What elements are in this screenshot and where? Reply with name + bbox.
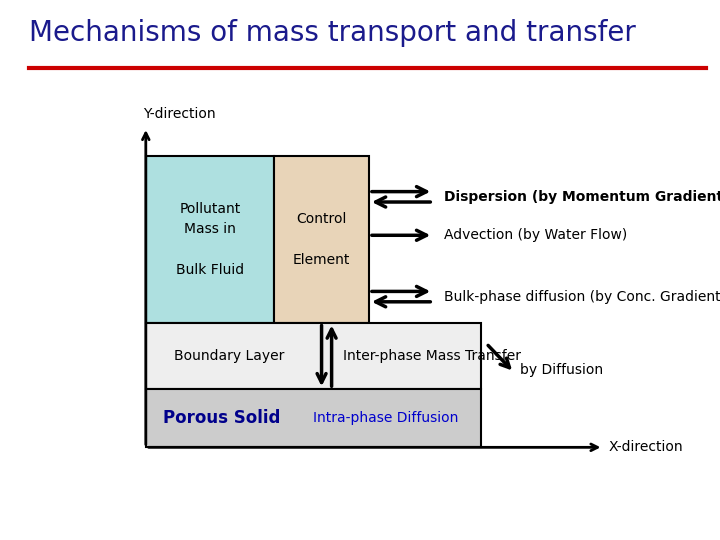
Text: Boundary Layer: Boundary Layer	[174, 349, 284, 363]
Bar	[145, 389, 481, 447]
Text: Pollutant
Mass in

Bulk Fluid: Pollutant Mass in Bulk Fluid	[176, 201, 244, 278]
Text: Intra-phase Diffusion: Intra-phase Diffusion	[313, 411, 459, 425]
Text: Y-direction: Y-direction	[143, 107, 215, 121]
Text: Porous Solid: Porous Solid	[163, 409, 280, 427]
Text: Bulk-phase diffusion (by Conc. Gradient): Bulk-phase diffusion (by Conc. Gradient)	[444, 289, 720, 303]
Text: Dispersion (by Momentum Gradient): Dispersion (by Momentum Gradient)	[444, 190, 720, 204]
Bar	[145, 322, 481, 389]
Text: by Diffusion: by Diffusion	[520, 363, 603, 377]
Text: X-direction: X-direction	[609, 440, 683, 454]
Text: Mechanisms of mass transport and transfer: Mechanisms of mass transport and transfe…	[29, 19, 636, 47]
Bar	[274, 156, 369, 322]
Text: Inter-phase Mass Transfer: Inter-phase Mass Transfer	[343, 349, 521, 363]
Bar	[145, 156, 274, 322]
Text: Advection (by Water Flow): Advection (by Water Flow)	[444, 228, 628, 242]
Text: Control

Element: Control Element	[293, 212, 350, 267]
